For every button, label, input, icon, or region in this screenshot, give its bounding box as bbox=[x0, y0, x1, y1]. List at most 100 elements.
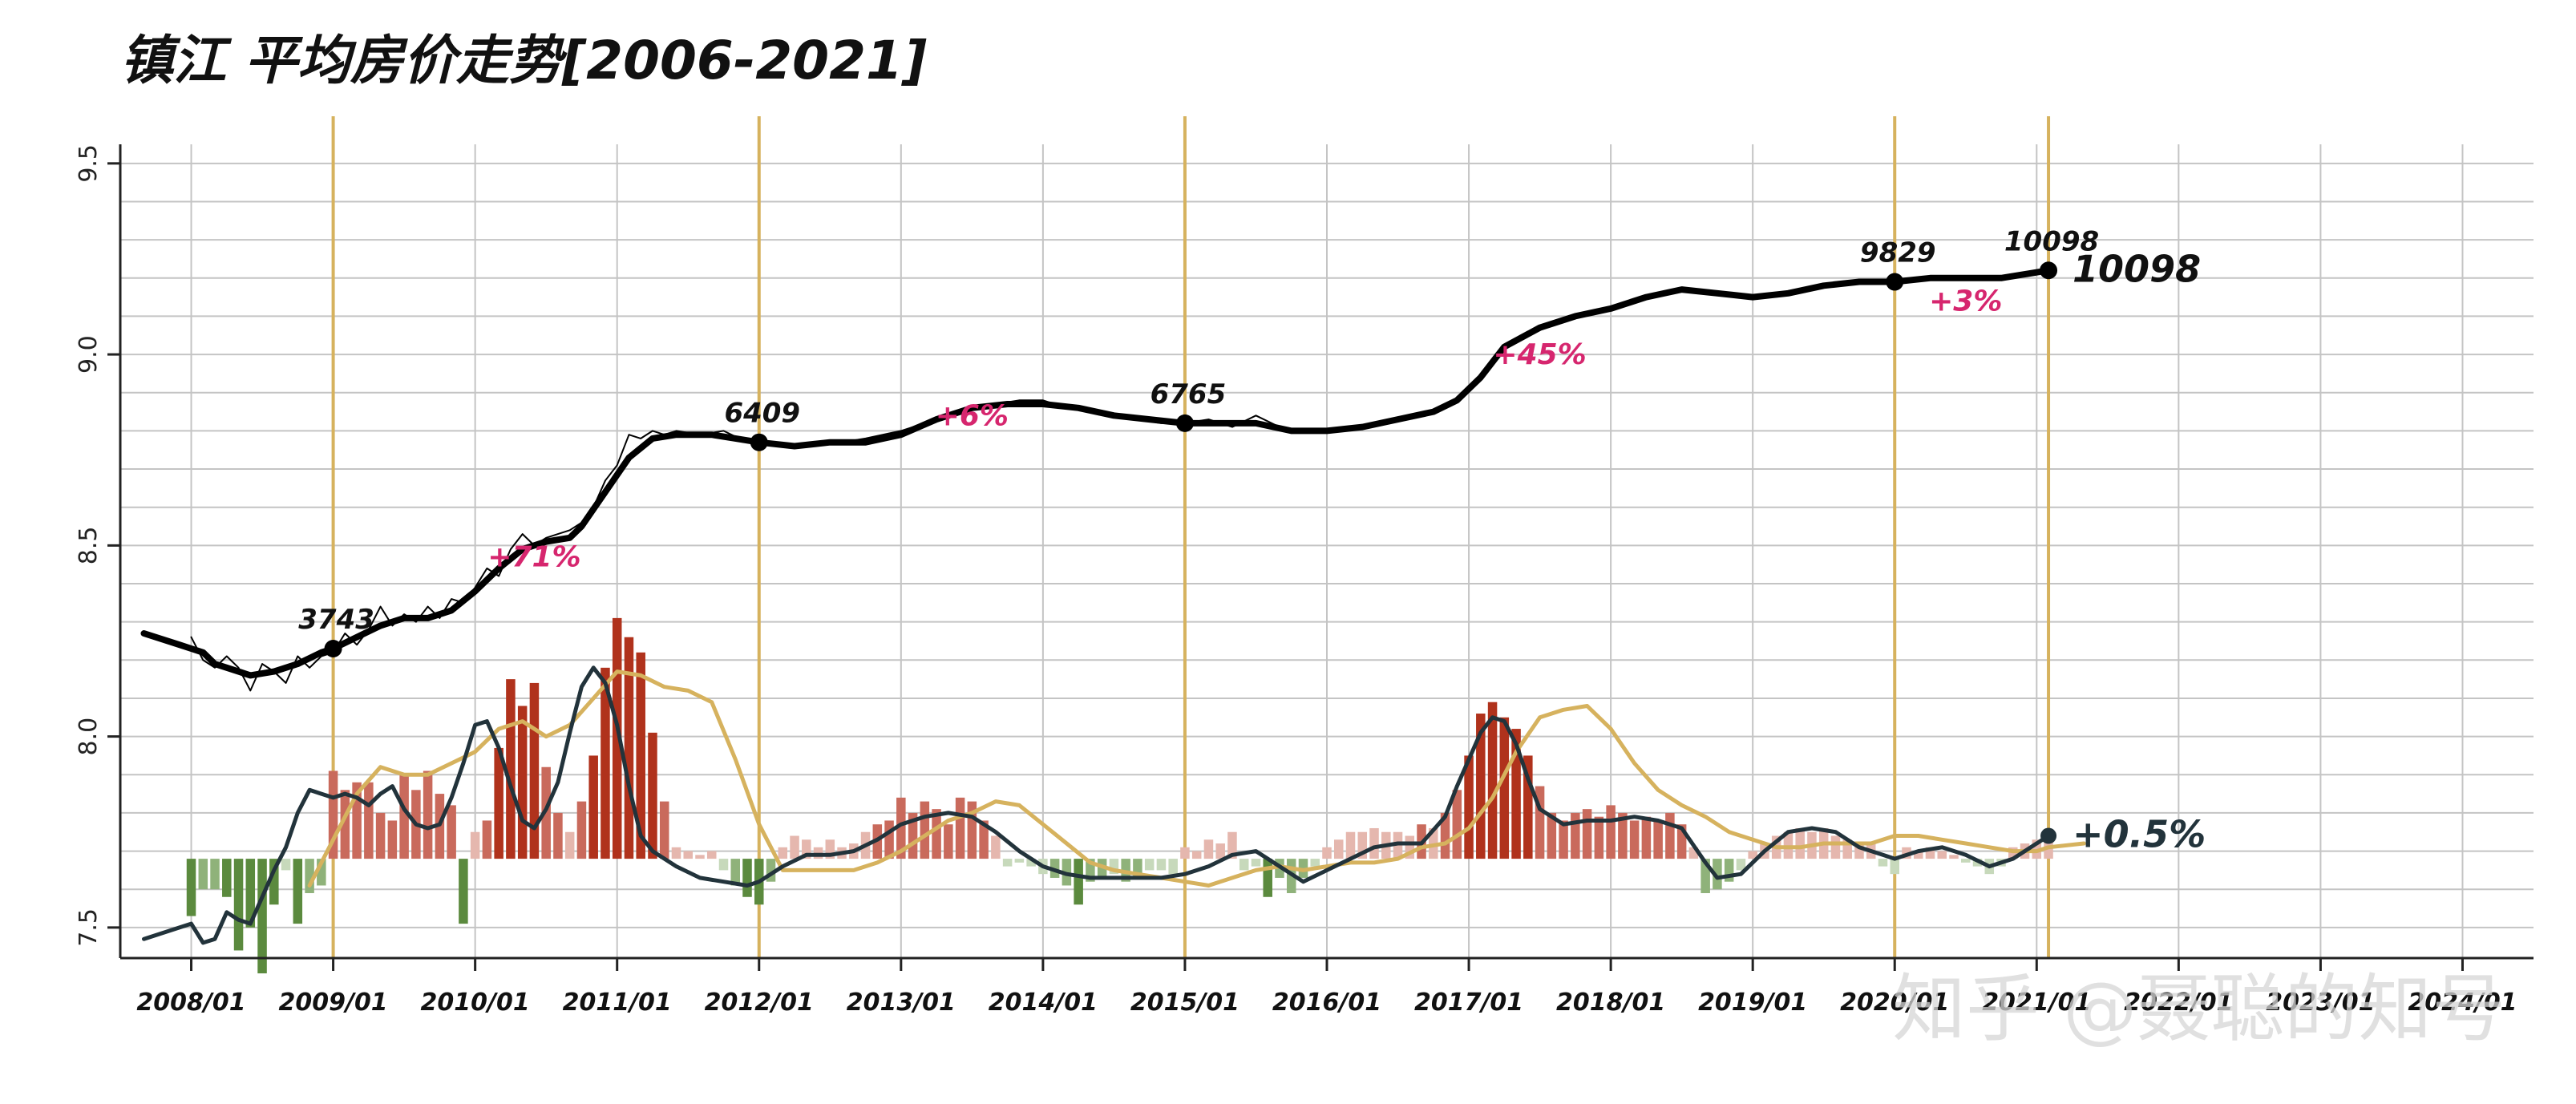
growth-bar bbox=[529, 682, 540, 859]
growth-bar bbox=[447, 805, 456, 859]
growth-bar bbox=[1842, 839, 1852, 859]
growth-bar bbox=[932, 809, 941, 859]
growth-bar bbox=[281, 859, 291, 871]
growth-bar bbox=[186, 859, 196, 916]
growth-bar bbox=[517, 706, 528, 859]
growth-bar bbox=[233, 859, 244, 951]
growth-bar bbox=[1736, 859, 1746, 871]
growth-bar bbox=[1026, 859, 1036, 867]
growth-bar bbox=[1748, 851, 1757, 859]
growth-bar bbox=[269, 859, 279, 905]
growth-bar bbox=[564, 831, 575, 859]
x-tick-label: 2012/01 bbox=[705, 989, 814, 1017]
growth-bar bbox=[1878, 859, 1888, 867]
growth-bar bbox=[1949, 855, 1959, 859]
growth-bar bbox=[1168, 859, 1178, 875]
growth-bar bbox=[482, 820, 492, 859]
growth-bar bbox=[399, 774, 409, 859]
growth-bar bbox=[1014, 859, 1025, 863]
growth-bar bbox=[1440, 812, 1450, 859]
growth-bar bbox=[305, 859, 314, 893]
pct-change-label: +6% bbox=[936, 399, 1009, 432]
price-marker-label: 10098 bbox=[2004, 225, 2099, 257]
x-tick-label: 2015/01 bbox=[1130, 989, 1239, 1017]
growth-bar bbox=[1547, 812, 1557, 859]
growth-bar bbox=[1345, 831, 1356, 859]
growth-bar bbox=[245, 859, 256, 928]
growth-bar bbox=[1334, 839, 1344, 859]
growth-bar bbox=[1582, 809, 1592, 859]
growth-bar bbox=[624, 637, 634, 859]
growth-bar bbox=[1641, 816, 1652, 859]
x-tick-label: 2023/01 bbox=[2266, 989, 2375, 1017]
growth-bar bbox=[576, 801, 587, 859]
growth-bar bbox=[1499, 717, 1510, 859]
x-tick-label: 2024/01 bbox=[2408, 989, 2517, 1017]
growth-bar bbox=[328, 770, 338, 859]
growth-bar bbox=[1961, 859, 1971, 863]
growth-bar bbox=[198, 859, 208, 890]
growth-bar bbox=[1724, 859, 1734, 882]
growth-bar bbox=[742, 859, 752, 897]
y-tick-label: 8.5 bbox=[75, 526, 103, 564]
axes: 7.5 8.0 8.5 9.0 9.5 2008/01 2009/01 2010/01 2011… bbox=[75, 144, 2534, 1017]
growth-bar bbox=[1629, 820, 1640, 859]
growth-bar bbox=[1251, 859, 1261, 867]
growth-bar bbox=[884, 820, 894, 859]
growth-bar bbox=[1676, 824, 1687, 859]
growth-bar bbox=[459, 859, 468, 924]
growth-bar bbox=[1369, 827, 1379, 859]
growth-bar bbox=[1559, 820, 1568, 859]
growth-bar bbox=[1618, 812, 1628, 859]
growth-bar bbox=[1203, 839, 1214, 859]
growth-bar bbox=[1890, 859, 1899, 875]
growth-bar bbox=[671, 847, 681, 859]
growth-bar bbox=[423, 770, 433, 859]
growth-bar bbox=[340, 790, 350, 859]
growth-bar bbox=[1239, 859, 1249, 871]
price-marker-dot bbox=[1886, 273, 1904, 291]
growth-bar bbox=[1606, 805, 1616, 859]
growth-bar bbox=[222, 859, 232, 897]
growth-bar bbox=[612, 617, 622, 859]
price-end-label: 10098 bbox=[2073, 247, 2201, 290]
growth-bar bbox=[944, 824, 953, 859]
growth-bar bbox=[1156, 859, 1167, 871]
growth-bar bbox=[1180, 847, 1190, 859]
growth-bar bbox=[1002, 859, 1013, 867]
growth-bar bbox=[979, 820, 989, 859]
growth-bar bbox=[1322, 847, 1332, 859]
price-marker-label: 6409 bbox=[724, 398, 800, 430]
price-marker-dot bbox=[1175, 414, 1194, 432]
growth-bar bbox=[1086, 859, 1095, 882]
x-tick-label: 2008/01 bbox=[136, 989, 245, 1017]
growth-bar bbox=[1310, 859, 1320, 867]
growth-bar bbox=[1571, 812, 1580, 859]
growth-bar bbox=[955, 797, 965, 859]
growth-bar bbox=[257, 859, 267, 974]
x-tick-label: 2011/01 bbox=[563, 989, 672, 1017]
growth-bar bbox=[1405, 835, 1415, 859]
growth-bar bbox=[683, 851, 693, 859]
price-marker-label: 9829 bbox=[1860, 237, 1936, 269]
growth-bar bbox=[896, 797, 906, 859]
growth-bar bbox=[1074, 859, 1083, 905]
growth-bar bbox=[1109, 859, 1119, 875]
growth-bar bbox=[470, 831, 480, 859]
growth-bar bbox=[553, 812, 563, 859]
growth-bar bbox=[1854, 843, 1864, 859]
pct-change-label: +45% bbox=[1493, 338, 1586, 371]
price-marker-dot bbox=[2040, 261, 2058, 280]
growth-bar bbox=[1476, 714, 1486, 859]
growth-bar bbox=[506, 679, 516, 859]
pct-change-label: +71% bbox=[487, 541, 580, 574]
growth-bar bbox=[1227, 831, 1237, 859]
growth-bar bbox=[706, 851, 717, 859]
growth-bar bbox=[1713, 859, 1722, 890]
growth-bar bbox=[1937, 851, 1947, 859]
pct-change-label: +3% bbox=[1929, 285, 2002, 317]
growth-bar bbox=[825, 839, 835, 859]
growth-bar bbox=[1795, 827, 1805, 859]
